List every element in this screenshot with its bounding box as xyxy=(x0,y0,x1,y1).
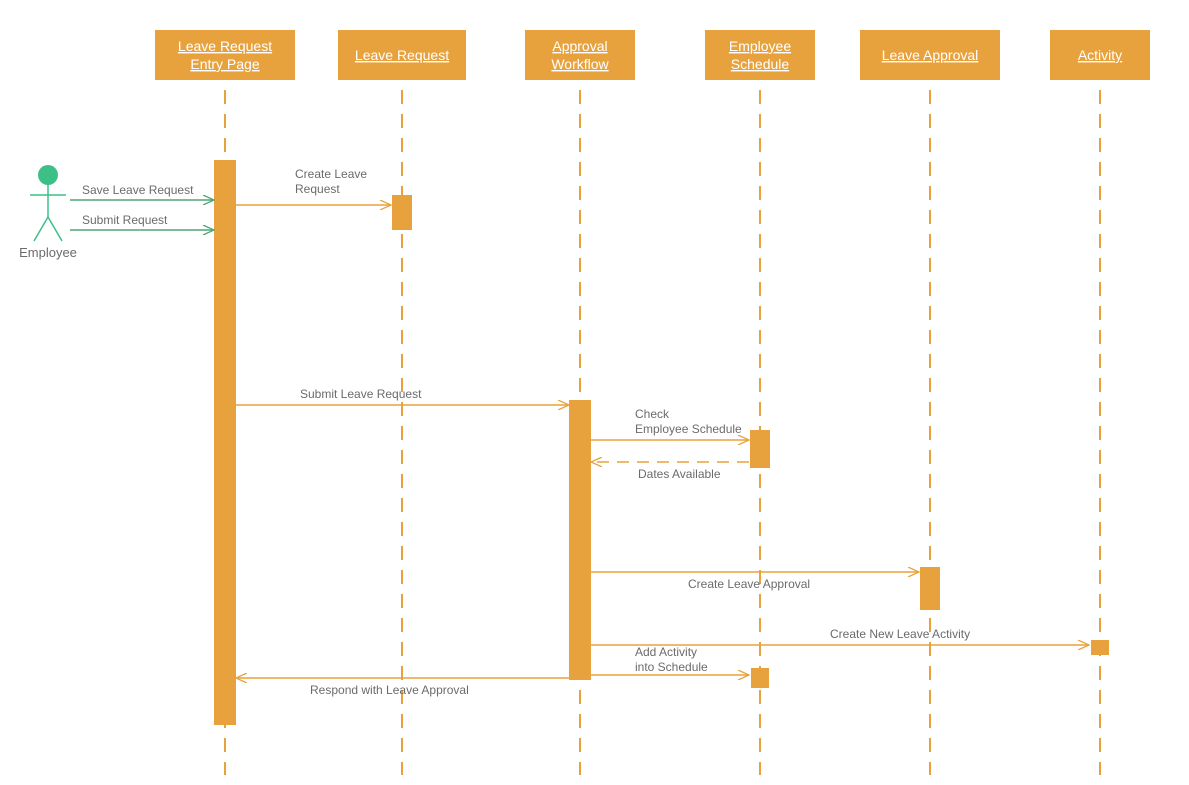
participant-label: Workflow xyxy=(551,56,609,72)
activation-schedule xyxy=(750,430,770,468)
activation-request xyxy=(392,195,412,230)
message-label: into Schedule xyxy=(635,660,708,674)
message-label: Request xyxy=(295,182,340,196)
message-label: Add Activity xyxy=(635,645,697,659)
message-label: Submit Request xyxy=(82,213,168,227)
message-label: Save Leave Request xyxy=(82,183,194,197)
message-label: Employee Schedule xyxy=(635,422,742,436)
participant-label: Leave Request xyxy=(355,47,449,63)
participant-label: Entry Page xyxy=(190,56,259,72)
participant-label: Leave Approval xyxy=(882,47,979,63)
message-label: Respond with Leave Approval xyxy=(310,683,469,697)
participant-label: Leave Request xyxy=(178,38,272,54)
actor-leg xyxy=(34,217,48,241)
sequence-diagram: Leave Request Entry Page Leave Request Appr… xyxy=(0,0,1189,785)
message-label: Submit Leave Request xyxy=(300,387,422,401)
activation-workflow xyxy=(569,400,591,680)
actor-head xyxy=(38,165,58,185)
participant-label: Schedule xyxy=(731,56,790,72)
participant-label: Approval xyxy=(552,38,607,54)
message-label: Create Leave xyxy=(295,167,367,181)
activation-schedule xyxy=(751,668,769,688)
participant-label: Activity xyxy=(1078,47,1122,63)
message-label: Create New Leave Activity xyxy=(830,627,970,641)
message-label: Check xyxy=(635,407,670,421)
actor-leg xyxy=(48,217,62,241)
message-label: Create Leave Approval xyxy=(688,577,810,591)
actor-label: Employee xyxy=(19,245,77,260)
activation-activity xyxy=(1091,640,1109,655)
activation-approval xyxy=(920,567,940,610)
message-label: Dates Available xyxy=(638,467,721,481)
activation-entry xyxy=(214,160,236,725)
participant-label: Employee xyxy=(729,38,791,54)
